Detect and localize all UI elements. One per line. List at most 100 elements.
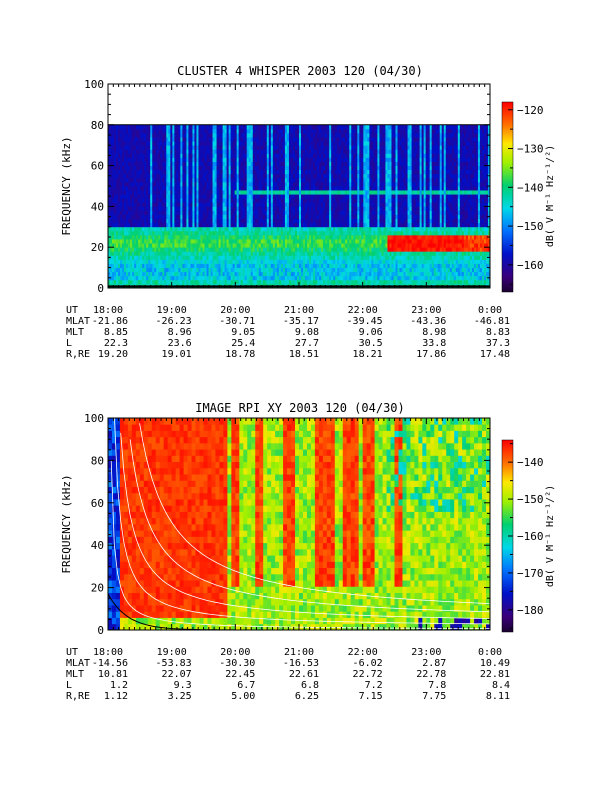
ephemeris-value: 22:00	[348, 647, 378, 658]
plasma-cutoff-curve	[120, 432, 490, 619]
ephemeris-value: 7.8	[428, 680, 446, 691]
ephemeris-row-label: L	[66, 338, 72, 349]
ephemeris-value: -16.53	[283, 658, 319, 669]
ephemeris-value: 27.7	[295, 338, 319, 349]
ephemeris-value: 5.00	[231, 691, 255, 702]
ephemeris-value: 1.2	[110, 680, 128, 691]
x-ticks-2	[107, 418, 491, 630]
ephemeris-value: 21:00	[284, 305, 314, 316]
y-tick-label: 100	[84, 412, 104, 425]
ephemeris-value: 19.20	[98, 349, 128, 360]
y-tick-label: 80	[91, 454, 104, 467]
colorbar-tick-label: −160	[517, 259, 544, 272]
y-tick-label: 0	[97, 282, 104, 295]
ephemeris-value: -30.30	[219, 658, 255, 669]
colorbar-label-2: dB( V M⁻¹ Hz⁻¹/²)	[545, 485, 556, 587]
ephemeris-value: 7.2	[365, 680, 383, 691]
ephemeris-value: 18:00	[93, 647, 123, 658]
y-axis-label-2: FREQUENCY (kHz)	[60, 474, 73, 573]
ephemeris-row-label: UT	[66, 305, 78, 316]
colorbar-label-1: dB( V M⁻¹ Hz⁻¹/²)	[545, 145, 556, 247]
ephemeris-row-label: MLAT	[66, 316, 90, 327]
ephemeris-row-label: L	[66, 680, 72, 691]
ephemeris-value: 18.51	[289, 349, 319, 360]
ephemeris-value: -26.23	[156, 316, 192, 327]
ephemeris-value: 8.96	[168, 327, 192, 338]
colorbar-tick-label: −130	[517, 143, 544, 156]
ephemeris-value: 20:00	[220, 647, 250, 658]
ephemeris-value: 8.4	[492, 680, 510, 691]
ephemeris-value: 18.78	[225, 349, 255, 360]
y-tick-label: 40	[91, 539, 104, 552]
ephemeris-value: 22.07	[162, 669, 192, 680]
colorbar-ticks-2: −140 −150 −160 −170 −180	[508, 443, 544, 629]
ephemeris-value: 18.21	[353, 349, 383, 360]
colorbar-tick-label: −150	[517, 220, 544, 233]
ephemeris-value: 20:00	[220, 305, 250, 316]
ephemeris-value: 22.45	[225, 669, 255, 680]
ephemeris-table-1: UT 18:00 19:00 20:00 21:00 22:00 23:00 0:00 MLAT…	[66, 305, 510, 360]
colorbar-2: −140 −150 −160 −170 −180 dB( V M⁻¹ Hz⁻¹/²)	[501, 439, 556, 633]
ephemeris-value: 22.61	[289, 669, 319, 680]
ephemeris-value: 7.75	[422, 691, 446, 702]
ephemeris-row-label: R,RE	[66, 349, 90, 360]
ephemeris-value: 30.5	[359, 338, 383, 349]
ephemeris-value: 18:00	[93, 305, 123, 316]
chart-title-1: CLUSTER 4 WHISPER 2003 120 (04/30)	[177, 64, 423, 78]
ephemeris-value: 8.11	[486, 691, 510, 702]
ephemeris-value: -6.02	[353, 658, 383, 669]
ephemeris-value: -21.86	[92, 316, 128, 327]
y-tick-label: 60	[91, 497, 104, 510]
ephemeris-value: 10.81	[98, 669, 128, 680]
ephemeris-value: -53.83	[156, 658, 192, 669]
ephemeris-value: 3.25	[168, 691, 192, 702]
chart-title-2: IMAGE RPI XY 2003 120 (04/30)	[195, 401, 405, 415]
colorbar-tick-label: −140	[517, 456, 544, 469]
plasma-cutoff-curve	[114, 418, 490, 625]
colorbar-tick-label: −180	[517, 604, 544, 617]
plasma-cutoff-curve	[110, 460, 490, 629]
plasma-cutoff-curve	[139, 423, 490, 604]
y-tick-label: 0	[97, 624, 104, 637]
ephemeris-value: 7.15	[359, 691, 383, 702]
chart-panel-2: IMAGE RPI XY 2003 120 (04/30) FREQUENCY …	[60, 401, 556, 702]
colorbar-tick-label: −170	[517, 567, 544, 580]
plasma-cutoff-curve	[129, 439, 490, 613]
y-tick-label: 20	[91, 241, 104, 254]
y-tick-label: 60	[91, 160, 104, 173]
ephemeris-value: 22.81	[480, 669, 510, 680]
ephemeris-value: 17.48	[480, 349, 510, 360]
ephemeris-value: -43.36	[410, 316, 446, 327]
y-tick-label: 80	[91, 119, 104, 132]
ephemeris-value: 21:00	[284, 647, 314, 658]
ephemeris-row-label: R,RE	[66, 691, 90, 702]
colorbar-tick-label: −150	[517, 493, 544, 506]
colorbar-tick-label: −120	[517, 104, 544, 117]
ephemeris-value: 22.72	[353, 669, 383, 680]
ephemeris-value: -30.71	[219, 316, 255, 327]
ephemeris-value: -39.45	[347, 316, 383, 327]
ephemeris-value: -14.56	[92, 658, 128, 669]
ephemeris-value: 1.12	[104, 691, 128, 702]
ephemeris-value: 19:00	[157, 647, 187, 658]
y-tick-label: 20	[91, 582, 104, 595]
ephemeris-value: 9.06	[359, 327, 383, 338]
ephemeris-value: 10.49	[480, 658, 510, 669]
ephemeris-value: 19.01	[162, 349, 192, 360]
ephemeris-value: 9.3	[174, 680, 192, 691]
colorbar-tick-label: −140	[517, 181, 544, 194]
ephemeris-value: 19:00	[157, 305, 187, 316]
ephemeris-value: 37.3	[486, 338, 510, 349]
ephemeris-value: 22.3	[104, 338, 128, 349]
ephemeris-value: 22:00	[348, 305, 378, 316]
chart-panel-1: CLUSTER 4 WHISPER 2003 120 (04/30) FREQU…	[60, 64, 556, 360]
ephemeris-row-label: MLAT	[66, 658, 90, 669]
ephemeris-value: 8.98	[422, 327, 446, 338]
colorbar-1: −120 −130 −140 −150 −160 dB( V M⁻¹ Hz⁻¹/²)	[501, 101, 556, 293]
colorbar-tick-label: −160	[517, 530, 544, 543]
colorbar-ticks-1: −120 −130 −140 −150 −160	[508, 104, 544, 285]
ephemeris-value: 0:00	[478, 305, 502, 316]
ephemeris-value: 6.8	[301, 680, 319, 691]
y-tick-label: 100	[84, 78, 104, 91]
x-ticks-1	[107, 84, 491, 288]
